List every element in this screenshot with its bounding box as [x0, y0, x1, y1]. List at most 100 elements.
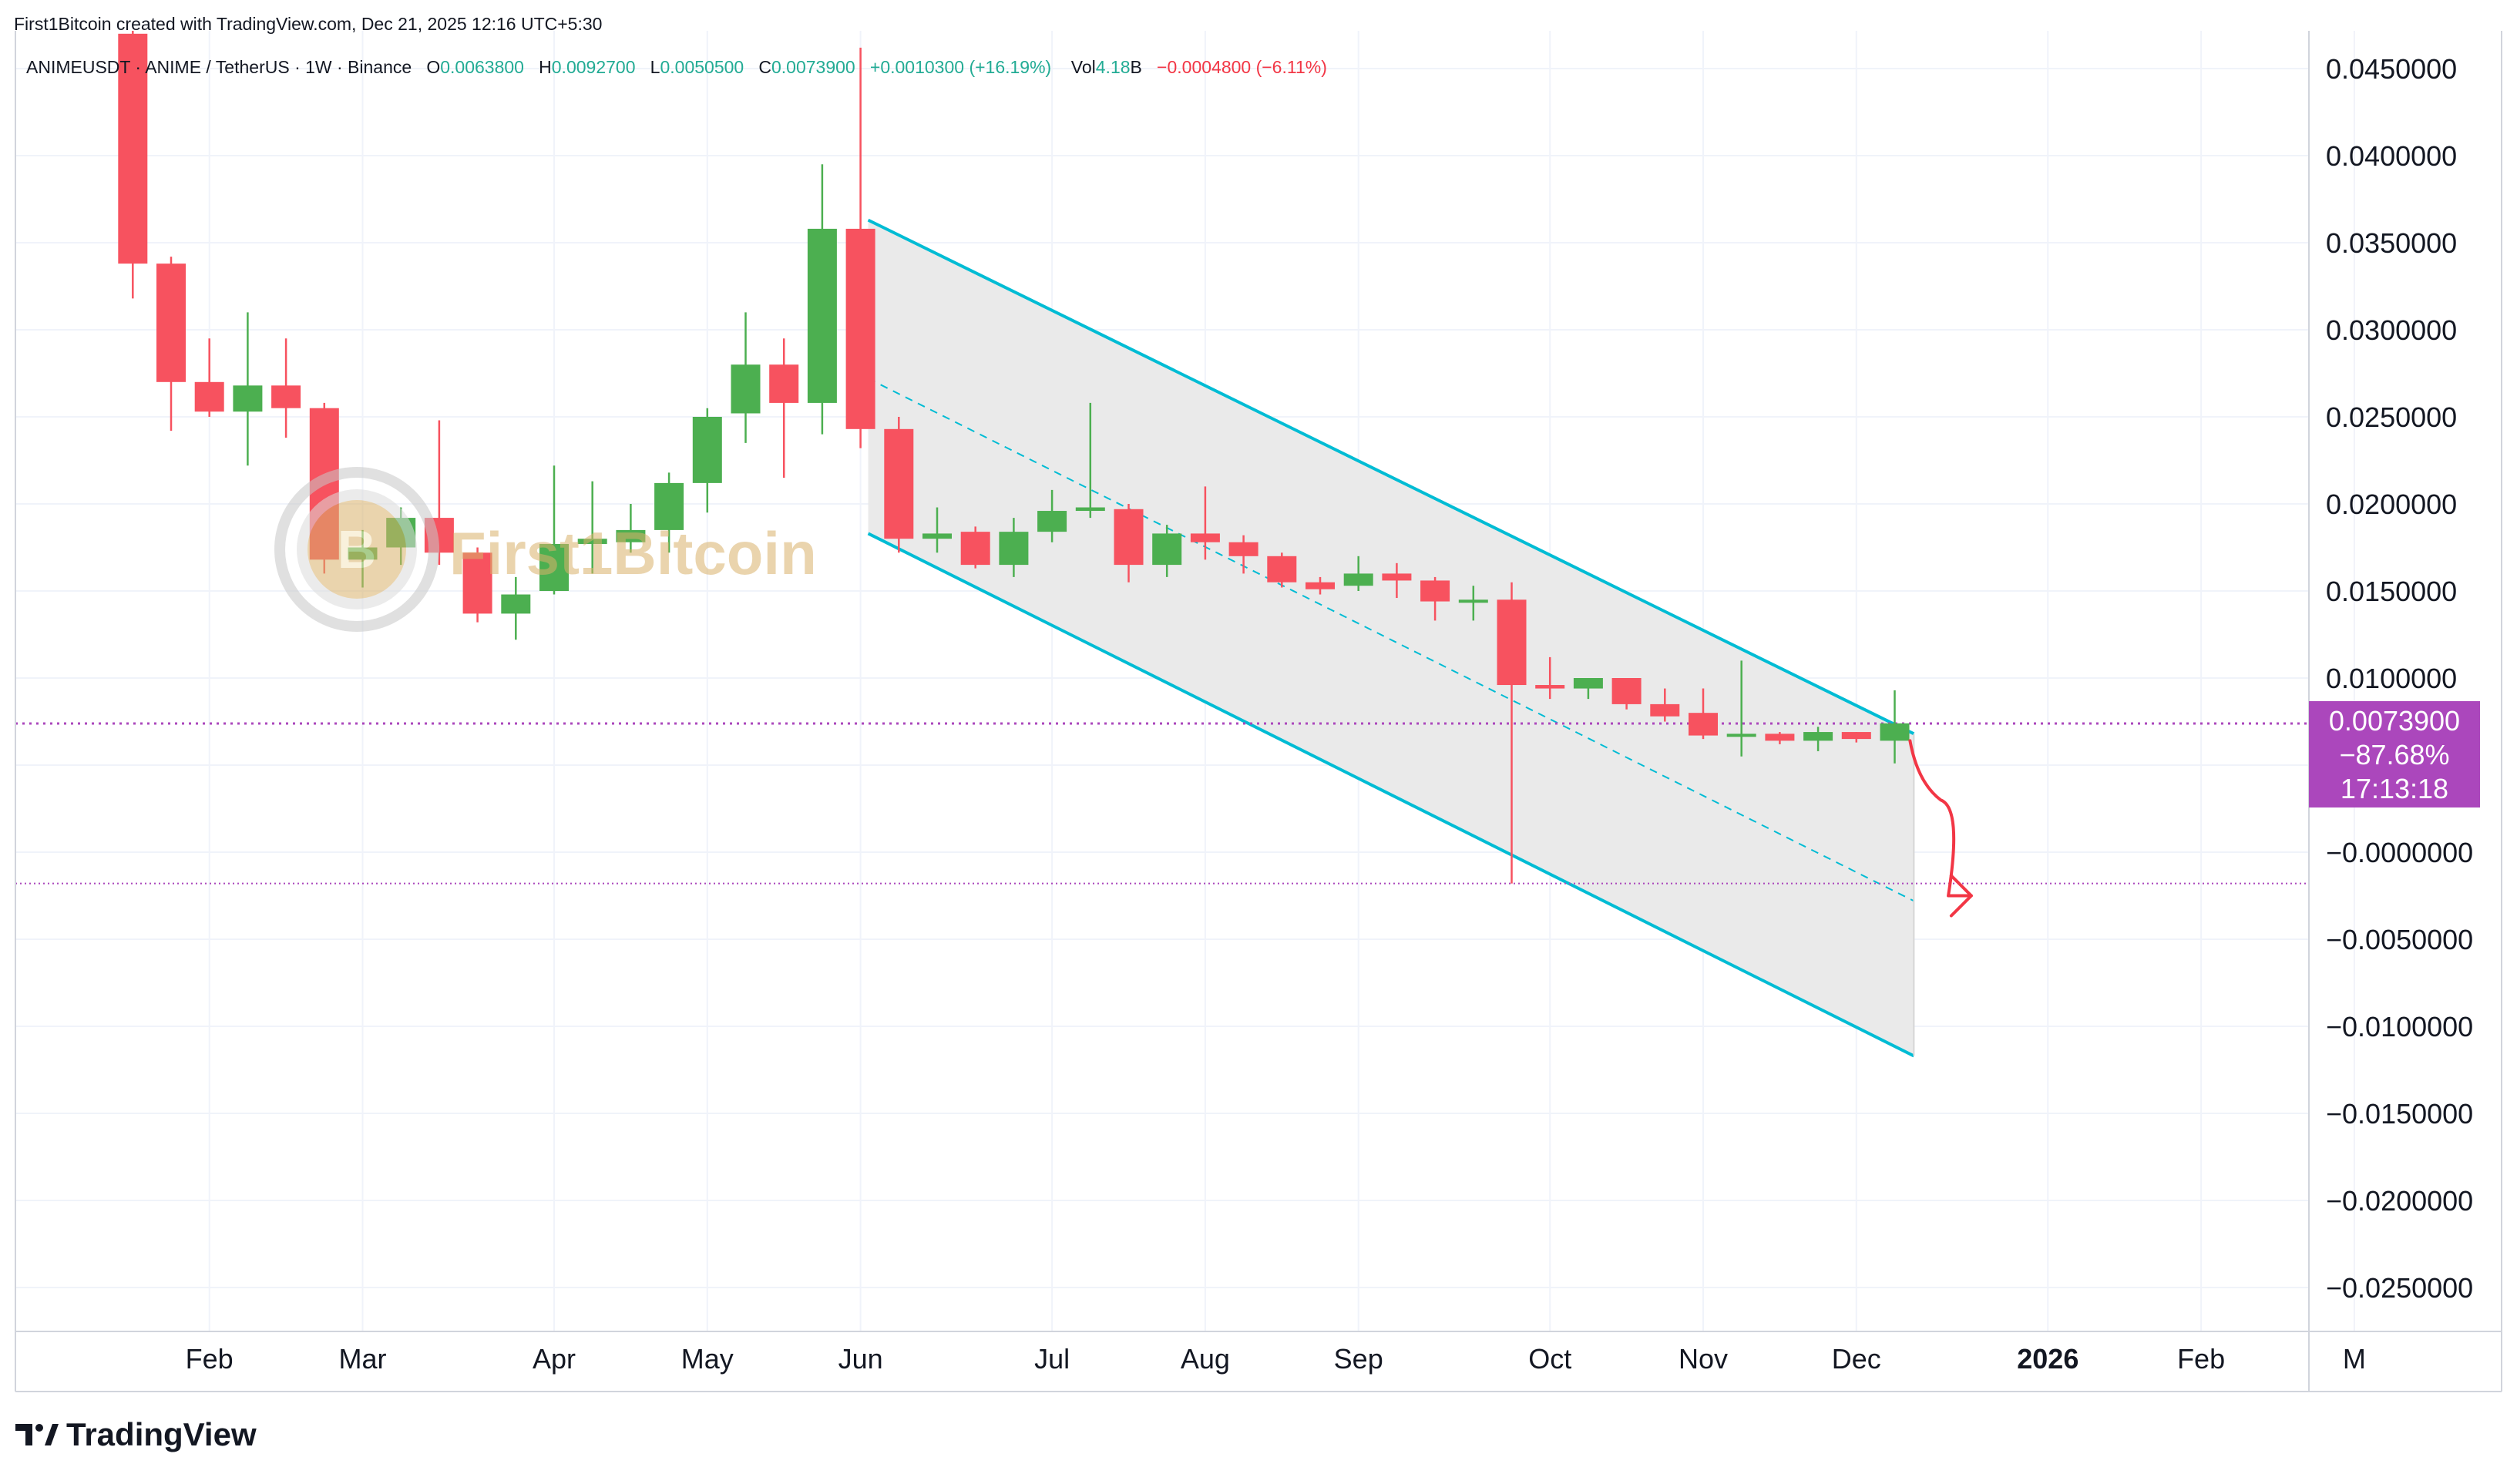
- svg-text:B: B: [338, 519, 377, 579]
- candle-body: [462, 552, 492, 614]
- y-tick-label: 0.0300000: [2326, 314, 2457, 346]
- open-value: 0.0063800: [440, 57, 524, 77]
- candle[interactable]: [692, 408, 722, 513]
- symbol-title: ANIMEUSDT · ANIME / TetherUS · 1W · Bina…: [26, 57, 412, 77]
- projection-arrow-path[interactable]: [1908, 739, 1973, 898]
- y-tick-label: 0.0250000: [2326, 401, 2457, 433]
- candle-body: [539, 543, 569, 591]
- y-tick-label: −0.0200000: [2326, 1185, 2473, 1217]
- candle[interactable]: [1611, 678, 1642, 710]
- x-tick-label: Apr: [533, 1343, 576, 1375]
- candle-body: [1650, 703, 1680, 717]
- candle[interactable]: [1228, 535, 1258, 574]
- y-tick-label: 0.0100000: [2326, 663, 2457, 694]
- candle[interactable]: [1880, 690, 1910, 764]
- candle[interactable]: [118, 31, 148, 299]
- y-tick-label: 0.0450000: [2326, 53, 2457, 85]
- candle[interactable]: [1190, 486, 1220, 560]
- candle[interactable]: [1689, 688, 1718, 740]
- close-label: C: [758, 57, 771, 77]
- candle-body: [845, 228, 875, 429]
- candles[interactable]: [118, 31, 1910, 884]
- channel-lower-line[interactable]: [867, 532, 1915, 1058]
- candle[interactable]: [884, 417, 914, 553]
- candle[interactable]: [845, 47, 875, 448]
- candle-body: [1573, 678, 1603, 689]
- candle[interactable]: [539, 465, 569, 595]
- y-tick-label: −0.0000000: [2326, 837, 2473, 868]
- candle-body: [1803, 732, 1833, 741]
- x-tick-label: M: [2343, 1343, 2366, 1375]
- candle[interactable]: [1152, 525, 1182, 577]
- candle[interactable]: [1306, 576, 1335, 595]
- candle[interactable]: [731, 312, 761, 443]
- low-value: 0.0050500: [660, 57, 744, 77]
- candle[interactable]: [1458, 586, 1488, 621]
- candle[interactable]: [960, 526, 990, 569]
- candle-body: [194, 381, 224, 412]
- x-tick-label: Mar: [339, 1343, 387, 1375]
- y-tick-label: 0.0350000: [2326, 227, 2457, 259]
- channel-middle-line[interactable]: [868, 378, 1914, 902]
- x-tick-label: Dec: [1832, 1343, 1881, 1375]
- candle[interactable]: [1803, 727, 1833, 751]
- x-tick-label: Oct: [1528, 1343, 1571, 1375]
- change-value: +0.0010300 (+16.19%): [869, 57, 1052, 77]
- candle[interactable]: [1535, 656, 1565, 700]
- y-tick-label: −0.0250000: [2326, 1272, 2473, 1304]
- candle[interactable]: [654, 472, 684, 553]
- candle-body: [1267, 556, 1297, 583]
- candle-body: [692, 417, 722, 483]
- candle[interactable]: [807, 164, 837, 435]
- candle[interactable]: [156, 257, 186, 431]
- watermark-logo: B First1Bitcoin: [274, 467, 817, 632]
- close-value: 0.0073900: [771, 57, 855, 77]
- candle[interactable]: [769, 338, 799, 478]
- projection-arrow-head[interactable]: [1949, 874, 1973, 918]
- y-tick-label: −0.0050000: [2326, 924, 2473, 955]
- candle[interactable]: [271, 338, 301, 438]
- channel-upper-line[interactable]: [867, 218, 1915, 736]
- candle[interactable]: [1114, 504, 1144, 583]
- tradingview-wordmark: TradingView: [66, 1416, 257, 1452]
- candle[interactable]: [1726, 660, 1756, 757]
- candle[interactable]: [1765, 732, 1795, 744]
- candle-body: [233, 385, 263, 412]
- x-tick-label: Sep: [1334, 1343, 1383, 1375]
- candle[interactable]: [1037, 489, 1067, 542]
- candle[interactable]: [616, 504, 646, 553]
- descending-channel[interactable]: [867, 218, 1915, 1058]
- candle-body: [999, 532, 1029, 566]
- x-tick-label: 2026: [2017, 1343, 2078, 1375]
- tradingview-brand[interactable]: TradingView: [15, 1416, 257, 1453]
- candle[interactable]: [577, 481, 607, 574]
- x-tick-label: Jul: [1034, 1343, 1070, 1375]
- candle-body: [1190, 533, 1220, 542]
- candle[interactable]: [1382, 562, 1412, 599]
- candle[interactable]: [1841, 732, 1871, 743]
- candle[interactable]: [1497, 582, 1527, 884]
- x-tick-label: Feb: [186, 1343, 234, 1375]
- candle[interactable]: [922, 507, 952, 553]
- y-tick-label: −0.0100000: [2326, 1011, 2473, 1042]
- price-lines: [15, 722, 2309, 885]
- candle-body: [1382, 573, 1412, 581]
- candle[interactable]: [501, 576, 531, 640]
- candle[interactable]: [194, 338, 224, 417]
- channel-fill: [868, 220, 1914, 1056]
- projection-arrow[interactable]: [1908, 739, 1973, 918]
- candle-body: [1152, 533, 1182, 566]
- candle[interactable]: [462, 547, 492, 623]
- y-tick-label: 0.0200000: [2326, 489, 2457, 520]
- candle[interactable]: [233, 312, 263, 466]
- candle[interactable]: [1573, 678, 1603, 700]
- candle[interactable]: [1420, 576, 1450, 621]
- candle[interactable]: [1650, 688, 1680, 722]
- candle[interactable]: [1075, 402, 1105, 519]
- symbol-legend: ANIMEUSDT · ANIME / TetherUS · 1W · Bina…: [26, 57, 1327, 78]
- candle[interactable]: [1267, 552, 1297, 588]
- volume-change: −0.0004800 (−6.11%): [1157, 57, 1327, 77]
- candle[interactable]: [1343, 556, 1373, 591]
- candle[interactable]: [999, 518, 1029, 577]
